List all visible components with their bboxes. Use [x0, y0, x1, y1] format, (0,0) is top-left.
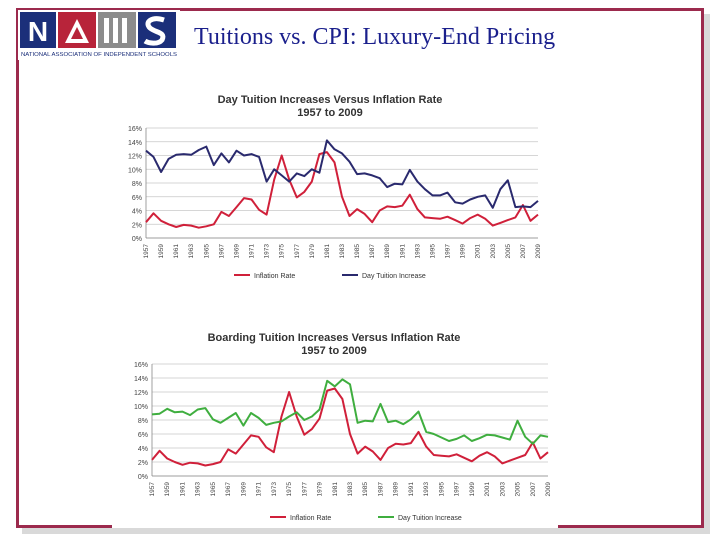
- x-tick-label: 2007: [530, 482, 537, 497]
- x-tick-label: 1985: [362, 482, 369, 497]
- x-tick-label: 1971: [249, 244, 256, 259]
- x-tick-label: 1981: [324, 244, 331, 259]
- y-tick-label: 0%: [132, 236, 142, 243]
- x-tick-label: 1959: [164, 482, 171, 497]
- x-tick-label: 1987: [377, 482, 384, 497]
- x-tick-label: 2009: [545, 482, 552, 497]
- nais-logo: N NATIONAL ASSOCIATION OF INDEPENDENT SC…: [18, 10, 180, 60]
- x-tick-label: 2005: [505, 244, 512, 259]
- x-tick-label: 1989: [384, 244, 391, 259]
- y-tick-label: 10%: [134, 404, 148, 411]
- x-tick-label: 1967: [218, 244, 225, 259]
- y-tick-label: 16%: [128, 126, 142, 133]
- x-tick-label: 2001: [484, 482, 491, 497]
- logo-caption: NATIONAL ASSOCIATION OF INDEPENDENT SCHO…: [21, 52, 178, 58]
- x-tick-label: 1983: [339, 244, 346, 259]
- legend-label: Inflation Rate: [290, 515, 331, 522]
- x-tick-label: 1957: [143, 244, 150, 259]
- x-tick-label: 1979: [309, 244, 316, 259]
- x-tick-label: 1993: [423, 482, 430, 497]
- chart-title: Boarding Tuition Increases Versus Inflat…: [208, 332, 461, 344]
- x-tick-label: 1979: [317, 482, 324, 497]
- y-tick-label: 8%: [132, 181, 142, 188]
- chart-title: Day Tuition Increases Versus Inflation R…: [218, 94, 443, 106]
- y-tick-label: 2%: [138, 460, 148, 467]
- x-tick-label: 1991: [399, 244, 406, 259]
- boarding-tuition-chart: Boarding Tuition Increases Versus Inflat…: [112, 322, 558, 528]
- y-tick-label: 6%: [138, 432, 148, 439]
- x-tick-label: 1995: [438, 482, 445, 497]
- x-tick-label: 1963: [188, 244, 195, 259]
- day-tuition-chart: Day Tuition Increases Versus Inflation R…: [112, 82, 558, 294]
- slide-title: Tuitions vs. CPI: Luxury-End Pricing: [194, 24, 556, 50]
- x-tick-label: 1997: [445, 244, 452, 259]
- x-tick-label: 1997: [454, 482, 461, 497]
- x-tick-label: 1965: [210, 482, 217, 497]
- x-tick-label: 2005: [515, 482, 522, 497]
- x-tick-label: 1963: [195, 482, 202, 497]
- legend-label: Inflation Rate: [254, 273, 295, 280]
- y-tick-label: 2%: [132, 222, 142, 229]
- x-tick-label: 1987: [369, 244, 376, 259]
- x-tick-label: 1983: [347, 482, 354, 497]
- y-tick-label: 4%: [132, 209, 142, 216]
- x-tick-label: 1959: [158, 244, 165, 259]
- x-tick-label: 2003: [499, 482, 506, 497]
- legend-label: Day Tuition Increase: [398, 515, 462, 522]
- legend-label: Day Tuition Increase: [362, 273, 426, 280]
- x-tick-label: 1967: [225, 482, 232, 497]
- y-tick-label: 10%: [128, 167, 142, 174]
- y-tick-label: 6%: [132, 195, 142, 202]
- y-tick-label: 14%: [134, 376, 148, 383]
- x-tick-label: 1977: [294, 244, 301, 259]
- x-tick-label: 1977: [301, 482, 308, 497]
- y-tick-label: 14%: [128, 140, 142, 147]
- x-tick-label: 1973: [271, 482, 278, 497]
- y-tick-label: 0%: [138, 474, 148, 481]
- x-tick-label: 1973: [264, 244, 271, 259]
- series-line-tuition: [145, 139, 539, 209]
- series-line-inflation: [151, 387, 549, 467]
- x-tick-label: 1969: [240, 482, 247, 497]
- x-tick-label: 1965: [203, 244, 210, 259]
- chart-subtitle: 1957 to 2009: [297, 107, 362, 119]
- x-tick-label: 1985: [354, 244, 361, 259]
- x-tick-label: 1969: [233, 244, 240, 259]
- x-tick-label: 1991: [408, 482, 415, 497]
- y-tick-label: 12%: [128, 154, 142, 161]
- x-tick-label: 1999: [460, 244, 467, 259]
- x-tick-label: 1961: [179, 482, 186, 497]
- x-tick-label: 1961: [173, 244, 180, 259]
- x-tick-label: 1975: [286, 482, 293, 497]
- y-tick-label: 4%: [138, 446, 148, 453]
- x-tick-label: 1993: [414, 244, 421, 259]
- x-tick-label: 1995: [429, 244, 436, 259]
- x-tick-label: 1975: [279, 244, 286, 259]
- x-tick-label: 1981: [332, 482, 339, 497]
- series-line-tuition: [151, 378, 549, 445]
- x-tick-label: 2007: [520, 244, 527, 259]
- logo-tile-n: [20, 12, 56, 48]
- y-tick-label: 8%: [138, 418, 148, 425]
- series-line-inflation: [145, 151, 539, 229]
- y-tick-label: 12%: [134, 390, 148, 397]
- x-tick-label: 1971: [256, 482, 263, 497]
- x-tick-label: 2003: [490, 244, 497, 259]
- x-tick-label: 2009: [535, 244, 542, 259]
- x-tick-label: 1989: [393, 482, 400, 497]
- chart-subtitle: 1957 to 2009: [301, 345, 366, 357]
- x-tick-label: 1957: [149, 482, 156, 497]
- x-tick-label: 2001: [475, 244, 482, 259]
- x-tick-label: 1999: [469, 482, 476, 497]
- y-tick-label: 16%: [134, 362, 148, 369]
- logo-letter-n: N: [28, 16, 48, 47]
